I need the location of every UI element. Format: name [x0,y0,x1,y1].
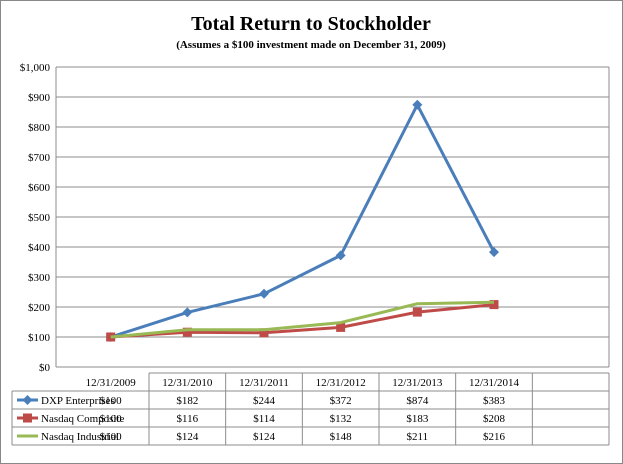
table-cell: $208 [483,413,506,425]
data-point [182,307,193,318]
table-cell: $116 [177,413,199,425]
y-tick-label: $100 [28,332,51,344]
table-cell: $124 [176,431,199,443]
table-cell: $100 [100,413,123,425]
table-cell: $132 [330,413,352,425]
y-axis: $0 $100 $200 $300 $400 $500 $600 $700 $800 $900 $1… [20,62,610,374]
data-point [412,99,423,110]
table-cell: $211 [407,431,429,443]
data-point [182,327,192,337]
series-line [110,300,495,339]
table-cell: $100 [100,431,123,443]
x-tick-label: 12/31/2009 [86,377,137,389]
table-cell: $100 [100,395,123,407]
table-cell: $383 [483,395,506,407]
data-point [412,307,422,317]
series-1 [105,99,499,342]
data-point [489,300,499,310]
x-tick-label: 12/31/2013 [392,377,443,389]
legend-label: Nasdaq Industrial [41,431,119,443]
legend-marker [22,395,33,405]
table-cell: $114 [253,413,275,425]
y-tick-label: $800 [28,122,51,134]
series-lines [105,99,499,342]
table-cell: $182 [176,395,198,407]
x-tick-label: 12/31/2010 [162,377,213,389]
table-cell: $372 [330,395,352,407]
y-tick-label: $1,000 [20,62,51,74]
series-3 [110,300,495,339]
gridlines [56,66,609,368]
data-point [335,250,346,261]
chart-title: Total Return to Stockholder [191,13,431,35]
data-point [106,332,116,342]
y-tick-label: $600 [28,182,51,194]
table-cell: $183 [406,413,429,425]
y-tick-label: $900 [28,92,51,104]
chart-subtitle: (Assumes a $100 investment made on Decem… [176,39,446,51]
table-cell: $148 [330,431,353,443]
series-2 [106,300,499,342]
x-tick-label: 12/31/2011 [239,377,289,389]
data-point [259,328,269,338]
y-tick-label: $0 [39,362,51,374]
table-cell: $124 [253,431,276,443]
data-point [259,288,269,299]
legend-marker [23,413,32,423]
series-line [110,103,496,339]
y-tick-label: $400 [28,242,51,254]
table-cell: $244 [253,395,276,407]
data-point [336,322,346,332]
y-tick-label: $200 [28,302,51,314]
data-point [489,247,499,258]
y-tick-label: $500 [28,212,51,224]
table-cell: $216 [483,431,506,443]
data-table: 12/31/2009 12/31/2010 12/31/2011 12/31/2012… [11,372,610,446]
legend-label: DXP Enterprises [41,395,115,407]
table-cell: $874 [406,395,429,407]
series-line [110,303,495,339]
x-tick-label: 12/31/2012 [316,377,366,389]
x-tick-label: 12/31/2014 [469,377,520,389]
legend-label: Nasdaq Composite [41,413,125,425]
y-tick-label: $300 [28,272,51,284]
y-tick-label: $700 [28,152,51,164]
